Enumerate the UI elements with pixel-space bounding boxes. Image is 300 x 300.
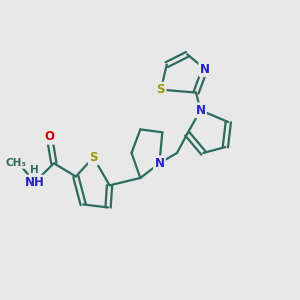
Text: N: N (154, 157, 164, 170)
Text: CH₃: CH₃ (5, 158, 26, 168)
Text: H: H (30, 165, 39, 175)
Text: N: N (200, 62, 210, 76)
Text: O: O (44, 130, 54, 143)
Text: NH: NH (25, 176, 45, 189)
Text: S: S (89, 151, 98, 164)
Text: N: N (196, 104, 206, 117)
Text: S: S (157, 83, 165, 96)
